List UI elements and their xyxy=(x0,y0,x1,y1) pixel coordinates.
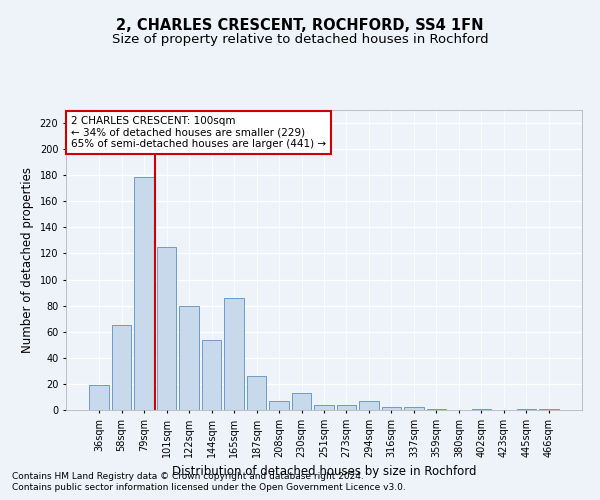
Bar xyxy=(382,408,401,410)
Bar xyxy=(472,408,491,410)
X-axis label: Distribution of detached houses by size in Rochford: Distribution of detached houses by size … xyxy=(172,466,476,478)
Bar xyxy=(427,408,446,410)
Bar xyxy=(89,385,109,410)
Text: Contains public sector information licensed under the Open Government Licence v3: Contains public sector information licen… xyxy=(12,484,406,492)
Text: Contains HM Land Registry data © Crown copyright and database right 2024.: Contains HM Land Registry data © Crown c… xyxy=(12,472,364,481)
Bar xyxy=(112,325,131,410)
Bar xyxy=(202,340,221,410)
Y-axis label: Number of detached properties: Number of detached properties xyxy=(21,167,34,353)
Bar xyxy=(404,408,424,410)
Bar xyxy=(517,408,536,410)
Bar xyxy=(269,401,289,410)
Text: 2, CHARLES CRESCENT, ROCHFORD, SS4 1FN: 2, CHARLES CRESCENT, ROCHFORD, SS4 1FN xyxy=(116,18,484,32)
Bar xyxy=(314,405,334,410)
Text: 2 CHARLES CRESCENT: 100sqm
← 34% of detached houses are smaller (229)
65% of sem: 2 CHARLES CRESCENT: 100sqm ← 34% of deta… xyxy=(71,116,326,149)
Bar xyxy=(292,393,311,410)
Bar xyxy=(224,298,244,410)
Bar xyxy=(359,401,379,410)
Bar xyxy=(247,376,266,410)
Bar xyxy=(337,405,356,410)
Bar xyxy=(179,306,199,410)
Text: Size of property relative to detached houses in Rochford: Size of property relative to detached ho… xyxy=(112,32,488,46)
Bar xyxy=(539,408,559,410)
Bar xyxy=(134,176,154,410)
Bar xyxy=(157,247,176,410)
